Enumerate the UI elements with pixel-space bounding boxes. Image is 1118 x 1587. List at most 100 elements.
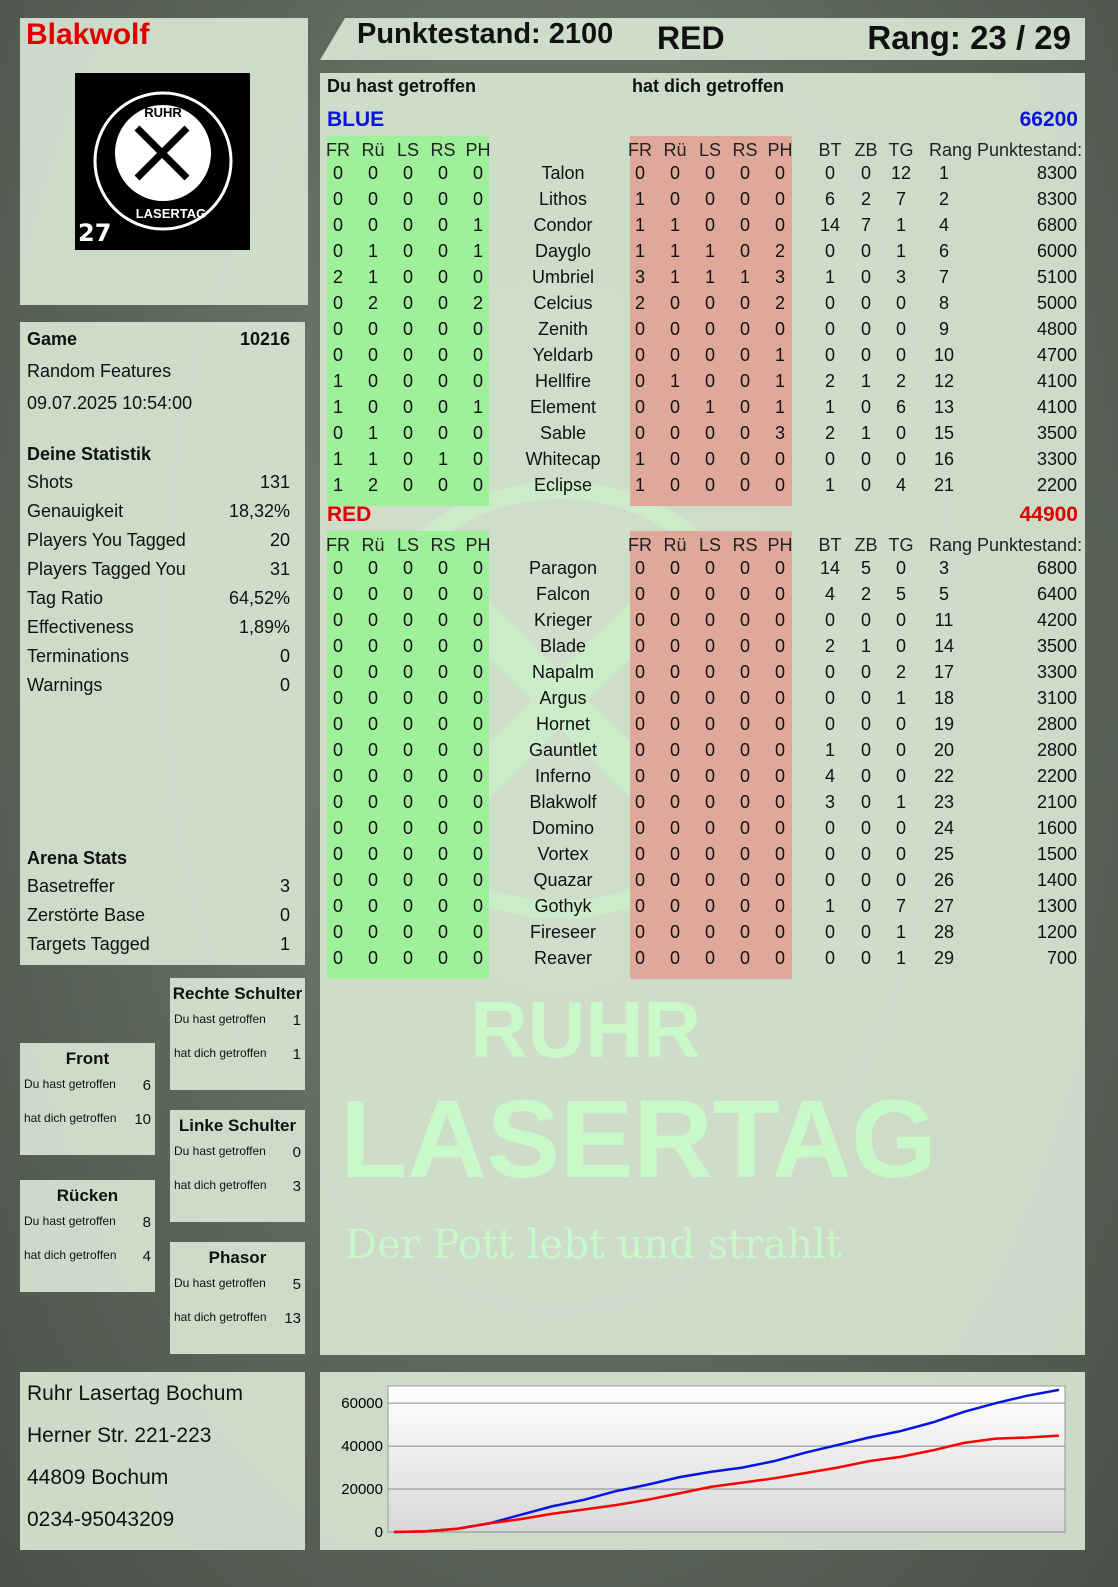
tg-cell: 0 bbox=[895, 610, 906, 630]
rank-cell: 14 bbox=[933, 636, 955, 656]
you-hit-cell: 0 bbox=[402, 844, 413, 864]
zb-cell: 0 bbox=[860, 870, 871, 890]
zone-hit-value: 8 bbox=[142, 1214, 151, 1231]
player-name-cell: Quazar bbox=[533, 870, 593, 890]
score-cell: 3100 bbox=[1036, 688, 1077, 708]
tg-cell: 7 bbox=[895, 189, 906, 209]
series-line-0 bbox=[393, 1388, 1060, 1534]
hit-you-cell: 0 bbox=[739, 189, 750, 209]
tg-cell: 0 bbox=[895, 870, 906, 890]
you-hit-cell: 0 bbox=[402, 449, 413, 469]
score-cell: 1500 bbox=[1036, 844, 1077, 864]
hit-you-cell: 0 bbox=[704, 345, 715, 365]
you-hit-cell: 0 bbox=[402, 558, 413, 578]
hit-you-cell: 0 bbox=[634, 792, 645, 812]
series-line-1 bbox=[393, 1434, 1060, 1534]
player-name-cell: Blade bbox=[539, 636, 587, 656]
you-hit-cell: 0 bbox=[472, 870, 483, 890]
hit-you-cell: 0 bbox=[704, 371, 715, 391]
you-hit-cell: 0 bbox=[472, 714, 483, 734]
you-hit-cell: 0 bbox=[332, 896, 343, 916]
you-hit-cell: 0 bbox=[332, 948, 343, 968]
you-hit-cell: 0 bbox=[472, 267, 483, 287]
tg-cell: 0 bbox=[895, 293, 906, 313]
you-hit-cell: 0 bbox=[402, 610, 413, 630]
you-hit-cell: 0 bbox=[332, 662, 343, 682]
bt-cell: 0 bbox=[824, 870, 835, 890]
player-name-cell: Umbriel bbox=[531, 267, 594, 287]
hit-you-cell: 0 bbox=[774, 189, 785, 209]
you-hit-cell: 0 bbox=[402, 319, 413, 339]
rank-cell: 10 bbox=[933, 345, 955, 365]
stat-value: 64,52% bbox=[228, 588, 290, 608]
stat-value: 31 bbox=[269, 559, 290, 579]
tg-cell: 0 bbox=[895, 449, 906, 469]
hit-you-cell: 3 bbox=[774, 423, 785, 443]
score-cell: 2200 bbox=[1036, 766, 1077, 786]
zone-got-label: hat dich getroffen bbox=[174, 1178, 267, 1192]
hit-you-cell: 0 bbox=[669, 870, 680, 890]
bt-cell: 0 bbox=[824, 948, 835, 968]
hit-you-cell: 0 bbox=[704, 662, 715, 682]
you-hit-cell: 0 bbox=[402, 896, 413, 916]
zb-cell: 0 bbox=[860, 293, 871, 313]
rank-cell: 15 bbox=[933, 423, 955, 443]
score-cell: 1600 bbox=[1036, 818, 1077, 838]
you-hit-cell: 0 bbox=[332, 319, 343, 339]
bt-cell: 2 bbox=[824, 423, 835, 443]
you-hit-cell: 1 bbox=[367, 241, 378, 261]
hit-you-cell: 0 bbox=[634, 397, 645, 417]
you-hit-cell: 0 bbox=[472, 163, 483, 183]
you-hit-cell: 0 bbox=[332, 844, 343, 864]
you-hit-cell: 0 bbox=[367, 610, 378, 630]
rank-cell: 22 bbox=[933, 766, 955, 786]
bt-cell: 0 bbox=[824, 610, 835, 630]
column-header: FR bbox=[628, 535, 652, 555]
player-card: Blakwolf RUHR LASERTAG 27 bbox=[20, 18, 308, 305]
you-hit-cell: 0 bbox=[437, 818, 448, 838]
hit-you-cell: 0 bbox=[634, 558, 645, 578]
you-hit-cell: 0 bbox=[472, 818, 483, 838]
game-id: 10216 bbox=[239, 329, 290, 349]
hit-you-cell: 0 bbox=[669, 714, 680, 734]
score-cell: 5000 bbox=[1036, 293, 1077, 313]
bt-cell: 1 bbox=[824, 397, 835, 417]
bt-cell: 14 bbox=[819, 558, 841, 578]
you-hit-cell: 0 bbox=[437, 636, 448, 656]
column-header: TG bbox=[888, 535, 914, 555]
hit-you-cell: 0 bbox=[669, 844, 680, 864]
you-hit-cell: 0 bbox=[472, 475, 483, 495]
hit-you-cell: 0 bbox=[774, 449, 785, 469]
player-name-cell: Eclipse bbox=[533, 475, 593, 495]
rank-cell: 7 bbox=[938, 267, 949, 287]
zone-got-label: hat dich getroffen bbox=[24, 1111, 117, 1125]
hit-you-cell: 0 bbox=[669, 636, 680, 656]
team-score: 44900 bbox=[1019, 503, 1078, 526]
hit-you-cell: 0 bbox=[774, 844, 785, 864]
tg-cell: 12 bbox=[890, 163, 912, 183]
hit-you-cell: 0 bbox=[704, 818, 715, 838]
score-cell: 2800 bbox=[1036, 714, 1077, 734]
you-hit-cell: 0 bbox=[472, 688, 483, 708]
score-cell: 4800 bbox=[1036, 319, 1077, 339]
hit-you-cell: 0 bbox=[669, 896, 680, 916]
zone-got-label: hat dich getroffen bbox=[174, 1046, 267, 1060]
score-cell: 1300 bbox=[1036, 896, 1077, 916]
you-hit-cell: 0 bbox=[367, 215, 378, 235]
stat-label: Warnings bbox=[27, 675, 103, 695]
zb-cell: 0 bbox=[860, 345, 871, 365]
zone-title: Rechte Schulter bbox=[172, 984, 303, 1003]
rank-cell: 11 bbox=[934, 610, 954, 630]
stat-label: Shots bbox=[27, 472, 74, 492]
tg-cell: 6 bbox=[895, 397, 906, 417]
tg-cell: 0 bbox=[895, 423, 906, 443]
you-hit-cell: 0 bbox=[402, 922, 413, 942]
hit-you-cell: 0 bbox=[739, 922, 750, 942]
player-name-cell: Falcon bbox=[535, 584, 591, 604]
you-hit-cell: 0 bbox=[472, 584, 483, 604]
you-hit-cell: 0 bbox=[367, 189, 378, 209]
hit-you-cell: 0 bbox=[704, 423, 715, 443]
hit-you-cell: 0 bbox=[739, 423, 750, 443]
rank-cell: 24 bbox=[933, 818, 955, 838]
rank-cell: 18 bbox=[933, 688, 955, 708]
